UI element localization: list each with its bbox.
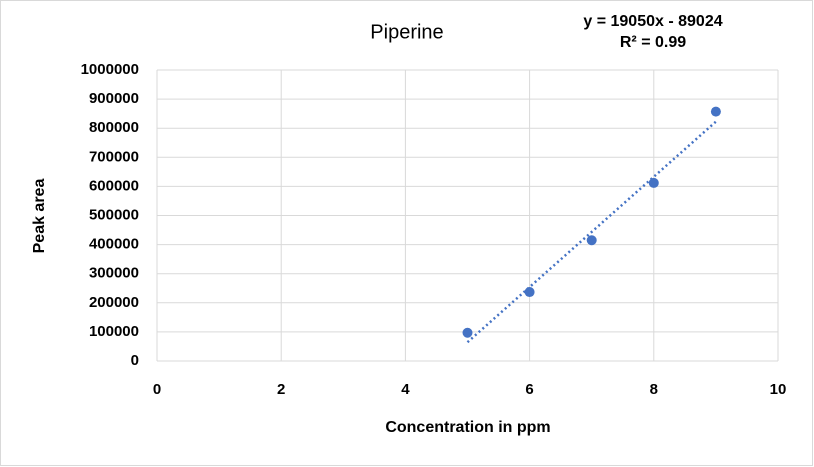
data-point bbox=[648, 177, 659, 188]
y-tick-label: 1000000 bbox=[81, 61, 139, 78]
y-axis-label: Peak area bbox=[31, 179, 48, 254]
x-tick-label: 2 bbox=[277, 381, 285, 398]
y-tick-label: 100000 bbox=[89, 323, 139, 340]
y-tick-label: 900000 bbox=[89, 90, 139, 107]
x-tick-label: 0 bbox=[153, 381, 161, 398]
chart-title: Piperine bbox=[370, 21, 443, 43]
equation: y = 19050x - 89024 bbox=[583, 13, 722, 30]
y-tick-label: 300000 bbox=[89, 265, 139, 282]
y-tick-label: 400000 bbox=[89, 236, 139, 253]
x-tick-label: 8 bbox=[650, 381, 658, 398]
x-tick-label: 10 bbox=[770, 381, 787, 398]
r-squared: R² = 0.99 bbox=[620, 34, 686, 51]
y-tick-label: 0 bbox=[131, 352, 139, 369]
x-axis-label: Concentration in ppm bbox=[385, 419, 550, 436]
y-tick-label: 200000 bbox=[89, 294, 139, 311]
y-tick-label: 600000 bbox=[89, 177, 139, 194]
y-tick-label: 500000 bbox=[89, 206, 139, 223]
data-point bbox=[710, 106, 721, 117]
data-point bbox=[586, 235, 597, 246]
data-point bbox=[462, 327, 473, 338]
x-tick-label: 6 bbox=[525, 381, 533, 398]
x-tick-label: 4 bbox=[401, 381, 410, 398]
data-point bbox=[524, 287, 535, 298]
trendline bbox=[466, 120, 717, 344]
y-tick-label: 700000 bbox=[89, 148, 139, 165]
y-tick-label: 800000 bbox=[89, 119, 139, 136]
